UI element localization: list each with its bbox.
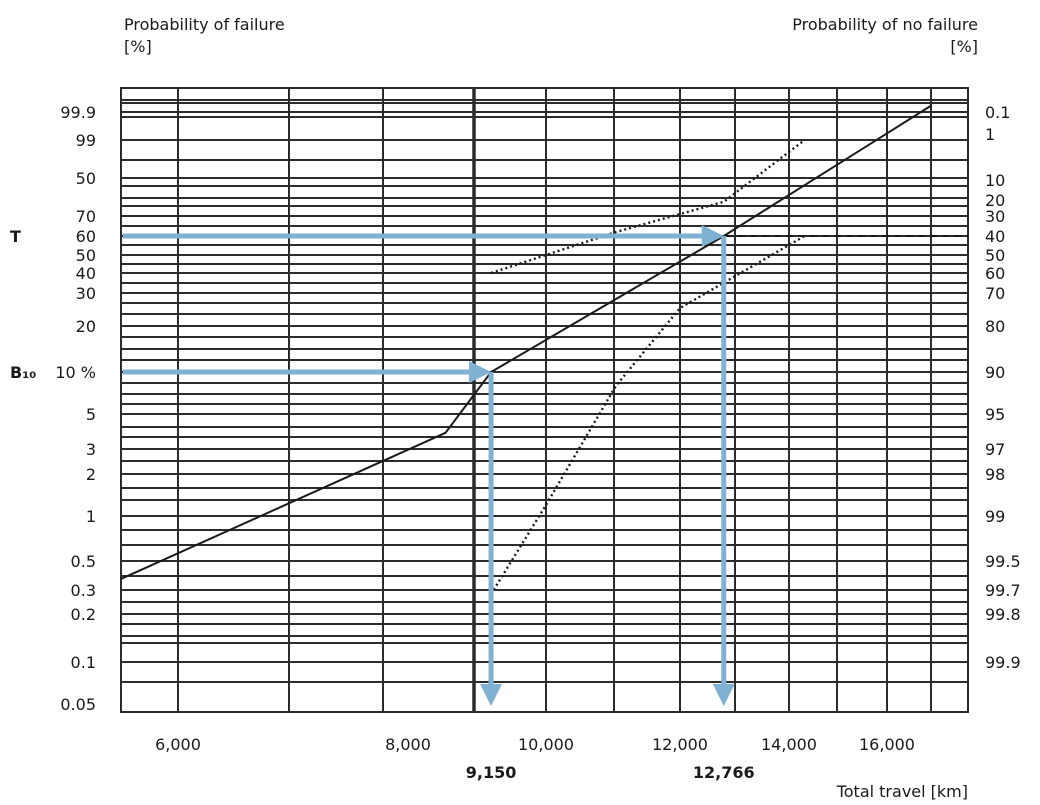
series-group	[490, 234, 806, 595]
y-left-tick-label: 99	[76, 131, 96, 150]
x-tick-label: 10,000	[518, 735, 574, 754]
y-right-tick-label: 20	[985, 191, 1005, 210]
y-left-tick-label: 50	[76, 246, 96, 265]
arrow-b10-vertical-head	[480, 684, 503, 706]
confidence-bound-line	[490, 139, 806, 275]
left-axis-title: Probability of failure	[124, 15, 285, 34]
y-right-tick-label: 60	[985, 264, 1005, 283]
y-right-tick-label: 99.9	[985, 653, 1021, 672]
y-left-tick-label: 0.2	[71, 605, 96, 624]
y-left-tick-label: 50	[76, 169, 96, 188]
y-right-tick-label: 1	[985, 125, 995, 144]
y-left-tick-label: 1	[86, 507, 96, 526]
x-tick-label: 16,000	[859, 735, 915, 754]
x-tick-label: 6,000	[155, 735, 201, 754]
right-axis-unit: [%]	[950, 37, 978, 56]
arrow-t-horizontal-head	[701, 225, 724, 247]
y-right-tick-label: 10	[985, 171, 1005, 190]
y-right-tick-label: 90	[985, 363, 1005, 382]
y-right-tick-label: 99.8	[985, 605, 1021, 624]
y-right-tick-label: 98	[985, 465, 1005, 484]
reading-arrows	[123, 225, 735, 706]
y-left-tick-label: 99.9	[60, 103, 96, 122]
y-left-tick-label: 60	[76, 227, 96, 246]
y-right-tick-label: 40	[985, 227, 1005, 246]
series-group	[490, 139, 806, 275]
y-right-tick-label: 70	[985, 284, 1005, 303]
arrow-t-vertical-head	[712, 684, 735, 706]
y-left-tick-label: 70	[76, 207, 96, 226]
x-axis-title: Total travel [km]	[836, 782, 968, 801]
y-right-tick-label: 99	[985, 507, 1005, 526]
y-right-tick-label: 30	[985, 207, 1005, 226]
x-tick-label: 14,000	[761, 735, 817, 754]
x-tick-label: 12,000	[652, 735, 708, 754]
y-left-tick-label: 2	[86, 465, 96, 484]
grid	[120, 87, 969, 713]
y-right-tick-label: 50	[985, 246, 1005, 265]
y-left-tick-label: 5	[86, 405, 96, 424]
y-right-tick-label: 97	[985, 440, 1005, 459]
b10-marker-label: B₁₀	[10, 363, 36, 382]
b10-value-label: 9,150	[466, 763, 517, 782]
t-marker-label: T	[10, 227, 21, 246]
y-left-tick-label: 0.1	[71, 653, 96, 672]
y-left-tick-label: 10 %	[55, 363, 96, 382]
y-right-tick-label: 99.5	[985, 552, 1021, 571]
y-right-tick-label: 80	[985, 317, 1005, 336]
y-left-tick-label: 20	[76, 317, 96, 336]
y-right-tick-label: 0.1	[985, 103, 1010, 122]
confidence-bound-line	[490, 234, 806, 595]
y-left-tick-label: 30	[76, 284, 96, 303]
right-axis-title: Probability of no failure	[792, 15, 978, 34]
plot-frame	[120, 87, 969, 713]
t-value-label: 12,766	[693, 763, 755, 782]
arrow-b10-horizontal-head	[469, 361, 492, 383]
y-left-tick-label: 0.5	[71, 552, 96, 571]
y-right-tick-label: 95	[985, 405, 1005, 424]
y-left-tick-label: 0.05	[60, 695, 96, 714]
y-left-tick-label: 40	[76, 264, 96, 283]
y-left-tick-label: 3	[86, 440, 96, 459]
left-axis-unit: [%]	[124, 37, 152, 56]
x-tick-label: 8,000	[385, 735, 431, 754]
y-left-tick-label: 0.3	[71, 581, 96, 600]
y-right-tick-label: 99.7	[985, 581, 1021, 600]
